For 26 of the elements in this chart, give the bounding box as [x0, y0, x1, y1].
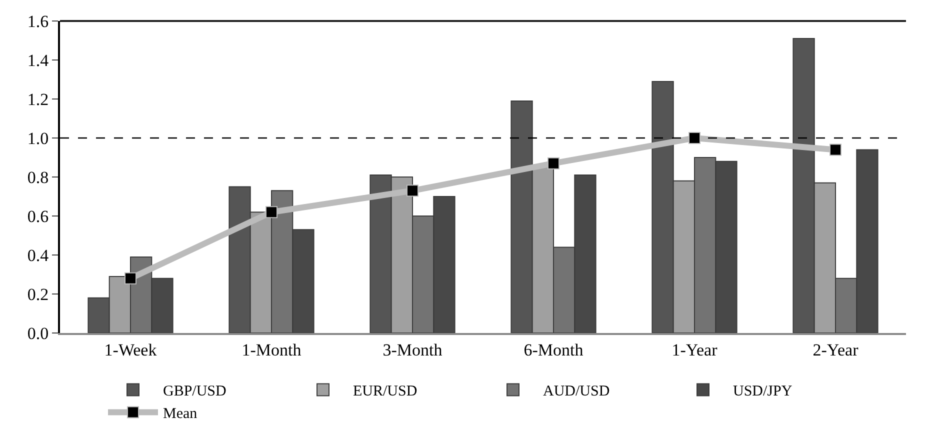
x-tick-label: 1-Month: [242, 340, 302, 360]
x-tick-label: 1-Week: [104, 340, 158, 360]
legend-label: AUD/USD: [543, 384, 610, 400]
point: [266, 206, 278, 218]
y-tick-label: 0.2: [27, 284, 49, 304]
y-tick-label: 0.4: [27, 246, 50, 265]
legend-label: Mean: [163, 406, 198, 422]
x-tick-label: 2-Year: [812, 340, 859, 360]
y-tick-label: 1.2: [27, 90, 49, 109]
y-tick-label: 1.0: [27, 128, 49, 148]
point: [548, 157, 560, 170]
legend-label: GBP/USD: [163, 384, 227, 400]
y-tick-label: 1.6: [27, 12, 49, 31]
legend-label: EUR/USD: [353, 384, 418, 400]
y-tick-label: 0.0: [27, 324, 49, 343]
point: [688, 132, 700, 144]
x-tick-label: 3-Month: [382, 340, 443, 360]
y-tick-label: 0.6: [27, 206, 49, 226]
legend-label: USD/JPY: [733, 384, 792, 400]
x-tick-label: 6-Month: [524, 340, 584, 360]
y-tick-label: 0.8: [27, 168, 49, 187]
point: [830, 144, 842, 156]
x-tick-label: 1-Year: [672, 340, 718, 360]
y-tick-label: 1.4: [27, 50, 50, 70]
point: [124, 272, 136, 284]
point: [406, 184, 418, 197]
